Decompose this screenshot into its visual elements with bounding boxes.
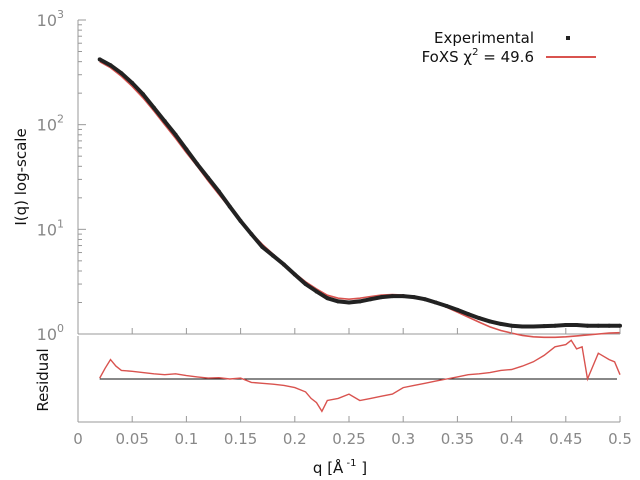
- legend: Experimental FoXS χ2 = 49.6: [422, 29, 596, 66]
- x-axis-title-main: q [Å: [313, 458, 344, 477]
- experimental-point: [422, 297, 427, 302]
- experimental-point: [173, 132, 178, 137]
- experimental-point: [509, 323, 514, 328]
- experimental-point: [444, 304, 449, 309]
- experimental-point: [368, 297, 373, 302]
- residual-y-axis-title: Residual: [34, 348, 52, 411]
- experimental-point: [184, 147, 189, 152]
- y-tick-base: 10: [37, 11, 57, 30]
- x-tick-label: 0.1: [174, 430, 198, 448]
- x-tick-label: 0.3: [391, 430, 415, 448]
- experimental-point: [151, 105, 156, 110]
- experimental-point: [401, 294, 406, 299]
- y-tick-exponent: 1: [57, 217, 64, 230]
- x-tick-label: 0.45: [549, 430, 582, 448]
- legend-fit-prefix: FoXS χ: [422, 48, 473, 66]
- x-tick-label: 0.4: [500, 430, 524, 448]
- legend-fit-label: FoXS χ2 = 49.6: [422, 47, 534, 66]
- experimental-point: [357, 299, 362, 304]
- x-tick-label: 0.15: [224, 430, 257, 448]
- experimental-point: [97, 57, 102, 62]
- experimental-point: [292, 272, 297, 277]
- y-tick-label: 103: [37, 8, 64, 30]
- residual-plot: 0 0.05 0.1 0.15 0.2 0.25 0.3 0.35 0.4 0.45 0.5 Res…: [34, 328, 632, 477]
- experimental-point: [130, 81, 135, 86]
- top-plot-y-axis-title: I(q) log-scale: [12, 128, 30, 225]
- experimental-point: [585, 323, 590, 328]
- experimental-point: [336, 299, 341, 304]
- x-tick-label: 0: [73, 430, 83, 448]
- experimental-trace: [98, 57, 620, 329]
- experimental-point: [563, 322, 568, 327]
- experimental-point: [141, 92, 146, 97]
- experimental-point: [260, 244, 265, 249]
- experimental-point: [455, 307, 460, 312]
- experimental-point: [487, 319, 492, 324]
- experimental-point: [466, 312, 471, 317]
- experimental-point: [238, 219, 243, 224]
- experimental-point: [281, 262, 286, 267]
- y-tick-base: 10: [37, 116, 57, 135]
- y-tick-exponent: 3: [57, 8, 64, 21]
- legend-experimental-marker: [566, 36, 570, 40]
- experimental-point: [162, 119, 167, 124]
- experimental-point: [249, 232, 254, 237]
- x-tick-label: 0.05: [115, 430, 148, 448]
- x-tick-label: 0.5: [608, 430, 632, 448]
- experimental-point: [618, 323, 622, 328]
- experimental-point: [607, 323, 612, 328]
- experimental-point: [379, 295, 384, 300]
- experimental-point: [195, 162, 200, 167]
- legend-experimental-label: Experimental: [434, 29, 534, 47]
- experimental-point: [108, 63, 113, 68]
- y-tick-label: 100: [37, 322, 64, 344]
- residual-line: [99, 339, 621, 413]
- x-axis-title: q [Å -1 ]: [313, 458, 367, 477]
- experimental-point: [314, 289, 319, 294]
- experimental-point: [596, 323, 601, 328]
- experimental-point: [520, 324, 525, 329]
- experimental-point: [542, 324, 547, 329]
- y-tick-base: 10: [37, 325, 57, 344]
- x-tick-label: 0.35: [441, 430, 474, 448]
- experimental-point: [206, 175, 211, 180]
- x-tick-label: 0.25: [332, 430, 365, 448]
- experimental-point: [574, 322, 579, 327]
- x-axis-title-close: ]: [356, 459, 367, 477]
- experimental-point: [119, 71, 124, 76]
- x-axis-title-sup: -1: [343, 458, 356, 469]
- legend-fit-sup: 2: [472, 47, 478, 58]
- y-tick-exponent: 0: [57, 322, 64, 335]
- experimental-point: [347, 300, 351, 305]
- y-tick-label: 101: [37, 217, 64, 239]
- experimental-point: [390, 294, 395, 299]
- experimental-point: [433, 300, 438, 305]
- experimental-point: [216, 189, 221, 194]
- residual-series: [99, 339, 621, 413]
- experimental-point: [271, 253, 276, 258]
- y-tick-label: 102: [37, 113, 64, 135]
- experimental-point: [477, 316, 482, 321]
- y-tick-base: 10: [37, 220, 57, 239]
- legend-fit-suffix: = 49.6: [478, 48, 534, 66]
- experimental-point: [552, 323, 557, 328]
- experimental-point: [531, 324, 536, 329]
- fit-line: [99, 61, 621, 339]
- top-plot-series: [97, 57, 622, 339]
- experimental-point: [325, 296, 330, 301]
- x-axis-ticks: 0 0.05 0.1 0.15 0.2 0.25 0.3 0.35 0.4 0.45 0.5: [73, 328, 632, 448]
- experimental-point: [498, 321, 503, 326]
- x-tick-label: 0.2: [283, 430, 307, 448]
- experimental-point: [412, 295, 417, 300]
- experimental-point: [303, 282, 308, 287]
- y-tick-exponent: 2: [57, 113, 64, 126]
- experimental-point: [227, 204, 232, 209]
